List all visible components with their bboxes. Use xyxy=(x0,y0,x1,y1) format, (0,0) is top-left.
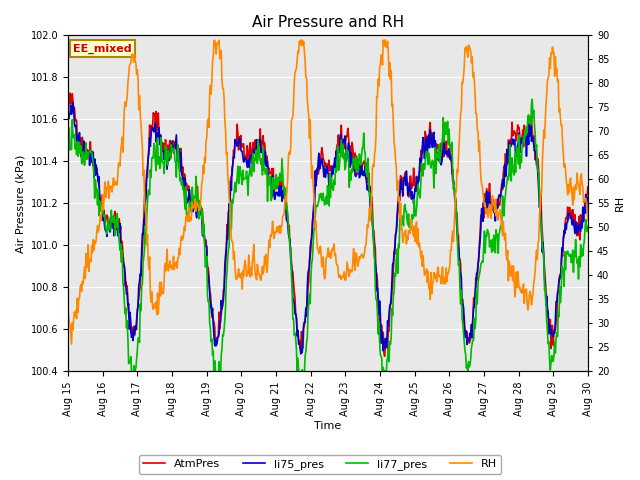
Legend: AtmPres, li75_pres, li77_pres, RH: AtmPres, li75_pres, li77_pres, RH xyxy=(139,455,501,474)
li75_pres xyxy=(297,351,305,357)
AtmPres xyxy=(64,104,72,110)
AtmPres xyxy=(74,137,82,143)
li75_pres xyxy=(69,100,77,106)
AtmPres xyxy=(66,90,74,96)
Line: li75_pres: li75_pres xyxy=(68,103,588,354)
RH xyxy=(68,341,76,347)
li75_pres xyxy=(64,112,72,118)
RH xyxy=(64,309,72,314)
Title: Air Pressure and RH: Air Pressure and RH xyxy=(252,15,404,30)
li75_pres xyxy=(180,190,188,196)
AtmPres xyxy=(180,171,188,177)
RH xyxy=(392,164,400,170)
li75_pres xyxy=(392,228,400,234)
li75_pres xyxy=(74,132,82,138)
Y-axis label: RH: RH xyxy=(615,195,625,212)
AtmPres xyxy=(392,229,400,235)
AtmPres xyxy=(408,186,415,192)
li77_pres xyxy=(64,148,72,154)
RH xyxy=(208,78,216,84)
li77_pres xyxy=(392,273,399,279)
RH xyxy=(211,37,219,43)
RH xyxy=(128,54,136,60)
X-axis label: Time: Time xyxy=(314,421,342,432)
li77_pres xyxy=(584,223,592,229)
RH xyxy=(74,310,82,315)
li77_pres xyxy=(131,391,138,396)
li77_pres xyxy=(127,354,134,360)
RH xyxy=(408,221,415,227)
li77_pres xyxy=(74,139,81,144)
AtmPres xyxy=(381,353,388,359)
AtmPres xyxy=(208,314,216,320)
Line: RH: RH xyxy=(68,40,588,344)
li77_pres xyxy=(208,336,216,342)
RH xyxy=(584,217,592,223)
li77_pres xyxy=(529,96,536,102)
Line: li77_pres: li77_pres xyxy=(68,99,588,394)
li77_pres xyxy=(180,195,188,201)
Text: EE_mixed: EE_mixed xyxy=(73,44,132,54)
li75_pres xyxy=(128,335,136,340)
li75_pres xyxy=(408,196,415,202)
AtmPres xyxy=(584,184,592,190)
RH xyxy=(180,224,188,230)
li75_pres xyxy=(584,196,592,202)
Line: AtmPres: AtmPres xyxy=(68,93,588,356)
Y-axis label: Air Pressure (kPa): Air Pressure (kPa) xyxy=(15,154,25,252)
li75_pres xyxy=(208,312,216,317)
li77_pres xyxy=(407,221,415,227)
AtmPres xyxy=(128,329,136,335)
